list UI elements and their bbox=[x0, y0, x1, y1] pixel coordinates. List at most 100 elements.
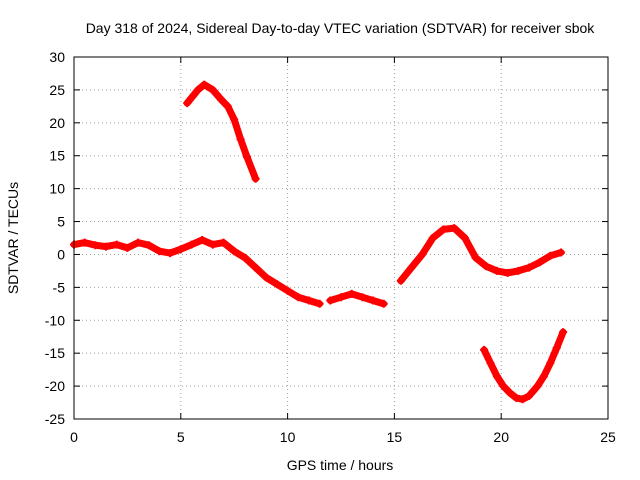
data-point bbox=[80, 238, 89, 247]
data-point bbox=[193, 85, 202, 94]
data-point bbox=[492, 266, 501, 275]
y-tick-label: 0 bbox=[57, 246, 65, 262]
y-tick-label: -15 bbox=[45, 345, 65, 361]
data-point bbox=[525, 263, 533, 272]
data-point bbox=[499, 382, 508, 391]
y-tick-label: -20 bbox=[45, 378, 65, 394]
data-point bbox=[505, 388, 514, 397]
data-point bbox=[230, 247, 239, 256]
data-point bbox=[514, 266, 523, 275]
data-point bbox=[176, 245, 185, 254]
data-point bbox=[123, 243, 132, 252]
data-point bbox=[200, 80, 209, 89]
y-tick-labels: -25 -20 -15 -10 -5 0 5 10 15 20 25 30 bbox=[45, 49, 65, 427]
data-point bbox=[439, 225, 448, 234]
x-axis-label: GPS time / hours bbox=[287, 457, 394, 473]
data-point bbox=[407, 263, 416, 272]
data-point bbox=[552, 343, 561, 352]
data-point bbox=[492, 372, 501, 381]
data-point bbox=[369, 296, 377, 305]
data-point bbox=[486, 359, 495, 368]
y-tick-label: -25 bbox=[45, 411, 65, 427]
data-point bbox=[240, 253, 249, 262]
y-tick-label: 20 bbox=[49, 115, 65, 131]
y-axis-label: SDTVAR / TECUs bbox=[5, 182, 21, 294]
data-point bbox=[217, 95, 226, 104]
y-tick-label: 10 bbox=[49, 181, 65, 197]
data-point bbox=[418, 250, 427, 259]
data-point bbox=[512, 393, 521, 402]
data-point bbox=[518, 395, 527, 404]
y-tick-label: 25 bbox=[49, 82, 65, 98]
y-tick-label: 15 bbox=[49, 148, 65, 164]
data-point bbox=[166, 249, 175, 258]
data-point bbox=[198, 236, 207, 244]
data-point bbox=[525, 392, 533, 400]
data-point bbox=[251, 174, 260, 183]
data-point bbox=[272, 280, 281, 289]
tick-layer bbox=[73, 56, 609, 420]
x-tick-label: 25 bbox=[600, 429, 616, 445]
data-point bbox=[326, 296, 335, 305]
data-point bbox=[471, 253, 480, 262]
data-point bbox=[208, 240, 217, 249]
series-segment-upper bbox=[183, 81, 260, 183]
data-point bbox=[208, 85, 217, 94]
data-point bbox=[144, 241, 153, 250]
data-point bbox=[236, 135, 245, 144]
x-tick-label: 5 bbox=[177, 429, 185, 445]
x-tick-labels: 0 5 10 15 20 25 bbox=[70, 429, 616, 445]
data-point bbox=[396, 276, 405, 285]
data-point bbox=[251, 263, 260, 272]
data-point bbox=[315, 299, 324, 308]
plot-frame bbox=[73, 56, 609, 420]
y-tick-label: -5 bbox=[53, 279, 66, 295]
series-segment-main-early bbox=[70, 236, 324, 308]
data-point bbox=[379, 299, 388, 308]
data-point bbox=[546, 359, 555, 368]
data-point bbox=[219, 238, 228, 247]
data-point bbox=[559, 328, 568, 337]
data-point bbox=[102, 242, 110, 251]
y-tick-label: -10 bbox=[45, 312, 65, 328]
data-point bbox=[546, 251, 555, 260]
y-tick-label: 5 bbox=[57, 214, 65, 230]
y-tick-label: 30 bbox=[49, 49, 65, 65]
data-point bbox=[337, 293, 345, 302]
data-point bbox=[283, 286, 292, 295]
data-point bbox=[183, 99, 192, 108]
data-point bbox=[223, 102, 232, 111]
data-point bbox=[243, 153, 251, 161]
series-segment-main-mid bbox=[326, 290, 388, 308]
data-point bbox=[428, 234, 437, 242]
data-point bbox=[305, 296, 313, 305]
series-segment-main-late bbox=[397, 224, 565, 285]
data-point bbox=[557, 248, 565, 257]
x-tick-label: 15 bbox=[387, 429, 403, 445]
data-point bbox=[347, 289, 356, 298]
data-point bbox=[230, 115, 239, 124]
data-point bbox=[134, 238, 143, 247]
data-point bbox=[539, 372, 548, 381]
data-point bbox=[482, 262, 491, 271]
grid-layer bbox=[74, 57, 608, 419]
chart-title: Day 318 of 2024, Sidereal Day-to-day VTE… bbox=[86, 20, 596, 36]
series-layer bbox=[70, 80, 568, 404]
data-point bbox=[112, 240, 121, 249]
data-point bbox=[480, 345, 489, 354]
x-tick-label: 10 bbox=[280, 429, 296, 445]
data-point bbox=[450, 224, 459, 233]
data-point bbox=[535, 258, 544, 267]
data-point bbox=[155, 247, 164, 256]
data-point bbox=[460, 234, 469, 242]
data-point bbox=[294, 293, 303, 302]
data-point bbox=[91, 241, 100, 250]
data-point bbox=[533, 382, 542, 391]
data-point bbox=[503, 268, 512, 277]
x-tick-label: 0 bbox=[70, 429, 78, 445]
data-point bbox=[358, 293, 367, 302]
data-point bbox=[187, 240, 196, 249]
x-tick-label: 20 bbox=[493, 429, 509, 445]
data-point bbox=[262, 273, 271, 282]
